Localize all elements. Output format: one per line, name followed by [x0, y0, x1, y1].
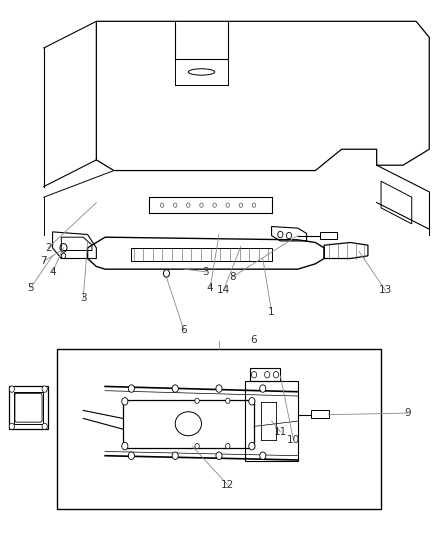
Circle shape — [195, 398, 199, 403]
Text: 6: 6 — [251, 335, 258, 345]
Text: 14: 14 — [217, 286, 230, 295]
Text: 4: 4 — [49, 267, 56, 277]
Text: 10: 10 — [287, 435, 300, 445]
Text: 8: 8 — [229, 272, 236, 282]
Circle shape — [195, 443, 199, 449]
Text: 6: 6 — [180, 326, 187, 335]
Circle shape — [249, 398, 255, 405]
Text: 9: 9 — [404, 408, 411, 418]
Circle shape — [163, 270, 170, 277]
Text: 12: 12 — [221, 480, 234, 490]
Circle shape — [260, 452, 266, 459]
Text: 11: 11 — [274, 427, 287, 437]
Circle shape — [42, 423, 47, 430]
Circle shape — [273, 372, 279, 378]
Text: 1: 1 — [268, 307, 275, 317]
Circle shape — [226, 443, 230, 449]
Circle shape — [226, 398, 230, 403]
Text: 2: 2 — [45, 243, 52, 253]
Circle shape — [172, 385, 178, 392]
Circle shape — [278, 231, 283, 238]
Text: 4: 4 — [207, 283, 214, 293]
Circle shape — [122, 442, 128, 450]
Circle shape — [251, 372, 257, 378]
Circle shape — [216, 452, 222, 459]
Circle shape — [172, 452, 178, 459]
Circle shape — [265, 372, 270, 378]
Text: 7: 7 — [40, 256, 47, 266]
Circle shape — [249, 442, 255, 450]
Circle shape — [122, 398, 128, 405]
Circle shape — [260, 385, 266, 392]
Circle shape — [9, 423, 14, 430]
Text: 13: 13 — [379, 286, 392, 295]
Circle shape — [9, 386, 14, 392]
Text: 3: 3 — [80, 294, 87, 303]
Text: 5: 5 — [27, 283, 34, 293]
Circle shape — [128, 385, 134, 392]
Circle shape — [216, 385, 222, 392]
Circle shape — [128, 452, 134, 459]
Circle shape — [42, 386, 47, 392]
Circle shape — [286, 232, 292, 239]
Text: 3: 3 — [202, 267, 209, 277]
